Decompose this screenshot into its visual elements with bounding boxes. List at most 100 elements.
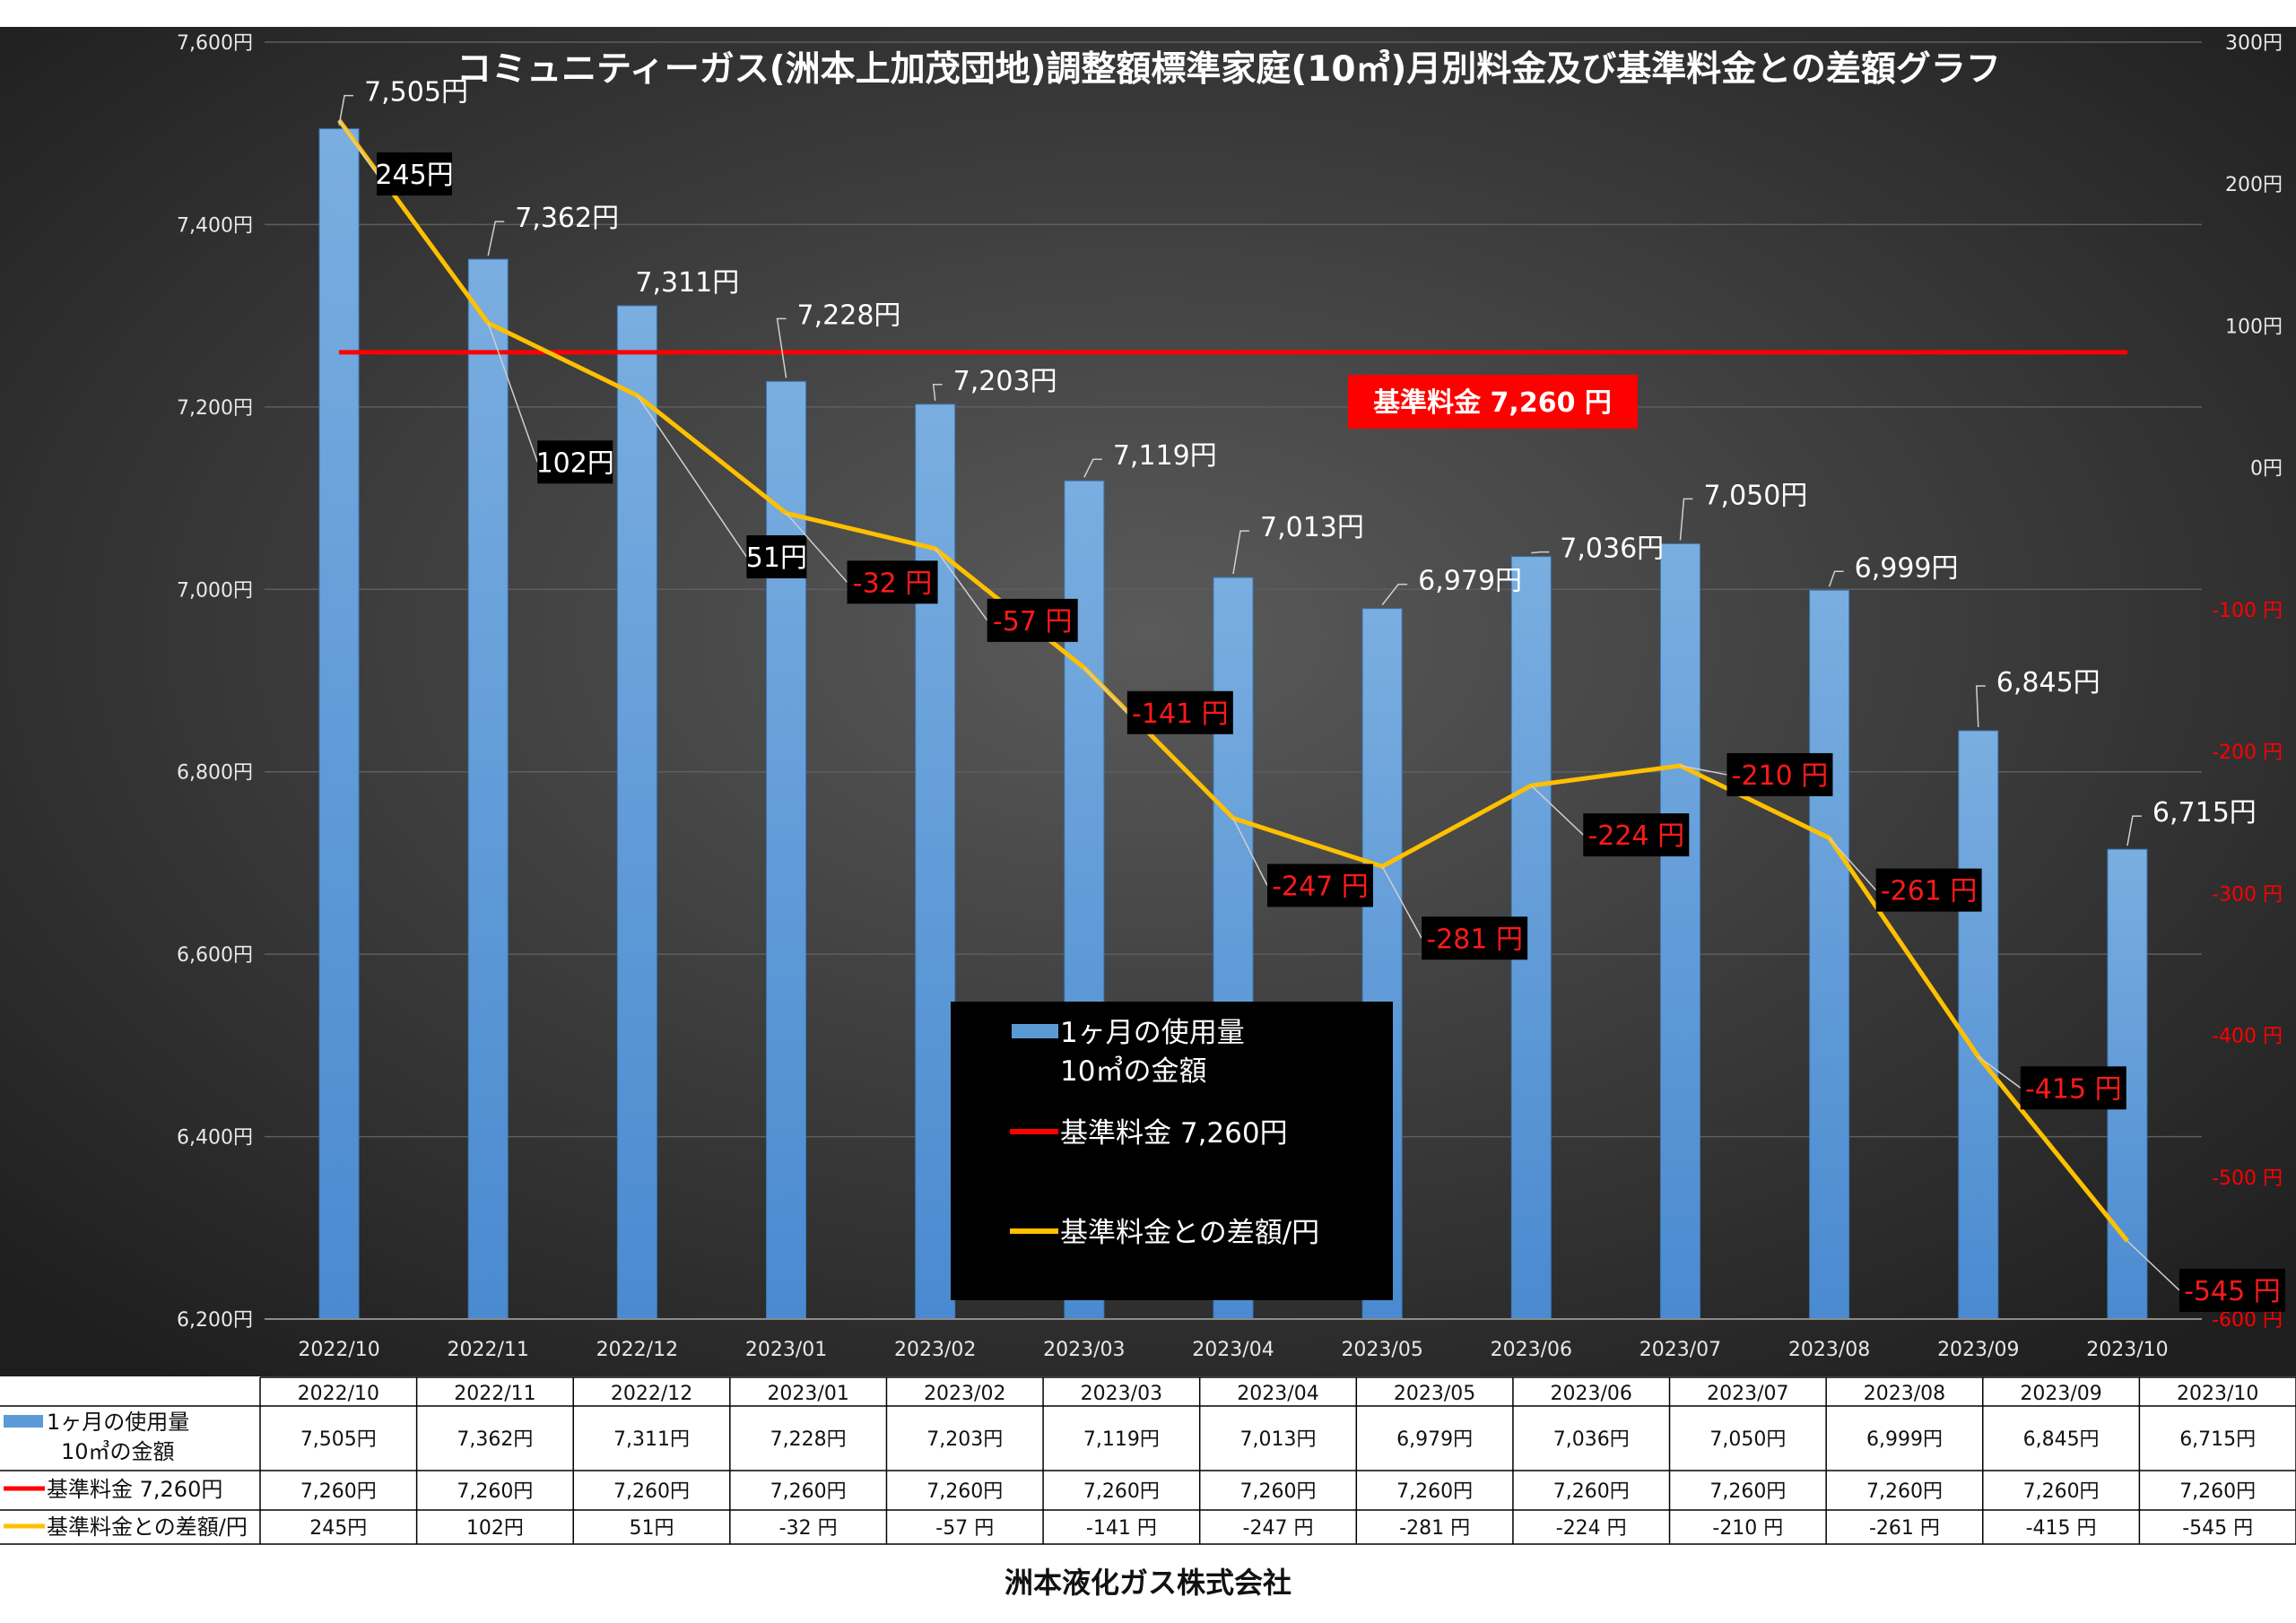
difference-label-leader — [1530, 785, 1584, 836]
bar — [1659, 542, 1700, 1320]
table-header-cell: 2023/04 — [1237, 1383, 1318, 1405]
table-cell: 7,505円 — [300, 1428, 377, 1451]
table-row-swatch — [4, 1415, 43, 1428]
bar — [766, 380, 807, 1320]
difference-value-label: -545 円 — [2184, 1276, 2281, 1307]
difference-value-label: -415 円 — [2025, 1073, 2122, 1105]
table-cell: 7,013円 — [1240, 1428, 1317, 1451]
difference-label-leader — [1680, 765, 1727, 776]
table-cell: 7,311円 — [613, 1428, 690, 1451]
table-header-cell: 2023/06 — [1551, 1383, 1632, 1405]
data-table: 2022/10 7,505円 7,260円 245円 2022/11 7,362円 7,26… — [0, 1376, 2296, 1545]
legend-label: 基準料金 7,260円 — [1060, 1117, 1288, 1150]
table-cell: 7,228円 — [770, 1428, 847, 1451]
difference-label-box — [2179, 1268, 2285, 1312]
right-tick-label: -100 円 — [2212, 600, 2283, 622]
bar-label-leader — [338, 94, 354, 126]
bar-label-leader — [1679, 498, 1693, 541]
table-header-cell: 2023/09 — [2020, 1383, 2101, 1405]
difference-label-box — [1422, 916, 1528, 960]
difference-label-leader — [1083, 667, 1128, 714]
difference-label-box — [1726, 752, 1833, 796]
table-cell: 7,260円 — [300, 1480, 377, 1503]
x-tick-label: 2022/10 — [298, 1339, 379, 1361]
bar-label-leader — [1828, 570, 1844, 587]
table-cell: 7,362円 — [457, 1428, 533, 1451]
difference-value-label: -261 円 — [1881, 876, 1978, 907]
bar-label-leader — [2126, 815, 2142, 846]
table-header-cell: 2023/03 — [1081, 1383, 1162, 1405]
table-cell: 7,260円 — [613, 1480, 690, 1503]
difference-value-label: -210 円 — [1732, 760, 1829, 792]
difference-value-label: 245円 — [375, 160, 453, 191]
table-cell: -545 円 — [2182, 1517, 2253, 1540]
table-cell: 7,119円 — [1083, 1428, 1160, 1451]
bar-value-label: 7,013円 — [1260, 512, 1364, 543]
table-cell: 7,260円 — [457, 1480, 533, 1503]
bar-value-label: 7,203円 — [953, 366, 1057, 397]
table-cell: -32 円 — [779, 1517, 838, 1540]
bar-label-leader — [776, 317, 787, 378]
x-tick-label: 2023/04 — [1192, 1339, 1274, 1361]
bar-label-leader — [487, 221, 505, 256]
difference-label-leader — [487, 323, 538, 463]
chart-title: コミュニティーガス(洲本上加茂団地)調整額標準家庭(10㎥)月別料金及び基準料金… — [457, 49, 2001, 90]
bar-value-label: 6,999円 — [1855, 552, 1959, 584]
bar — [616, 305, 657, 1320]
table-cell: 7,260円 — [1240, 1480, 1317, 1503]
bar-label-leader — [1232, 530, 1249, 575]
bar — [915, 404, 956, 1320]
right-tick-label: 300円 — [2225, 32, 2283, 55]
difference-label-box — [847, 560, 938, 604]
table-cell: 6,715円 — [2179, 1428, 2256, 1451]
right-tick-label: 200円 — [2225, 174, 2283, 196]
table-cell: -210 円 — [1712, 1517, 1783, 1540]
difference-value-label: -57 円 — [993, 606, 1073, 638]
bar-value-label: 7,036円 — [1560, 534, 1664, 565]
bar-label-leader — [1381, 583, 1408, 606]
x-tick-label: 2023/08 — [1788, 1339, 1870, 1361]
difference-label-leader — [1232, 818, 1268, 886]
table-cell: 7,260円 — [1083, 1480, 1160, 1503]
left-tick-label: 7,200円 — [177, 397, 253, 420]
right-tick-label: 0円 — [2250, 458, 2283, 481]
table-cell: 7,260円 — [1553, 1480, 1630, 1503]
table-row-label: 基準料金 7,260円 — [47, 1477, 222, 1502]
reference-line: 基準料金 7,260 円 — [339, 350, 2127, 429]
table-cell: -415 円 — [2026, 1517, 2097, 1540]
x-tick-label: 2023/05 — [1341, 1339, 1422, 1361]
table-cell: 7,050円 — [1709, 1428, 1786, 1451]
left-tick-label: 6,800円 — [177, 762, 253, 785]
difference-label-box — [1126, 690, 1233, 734]
table-cell: 7,260円 — [926, 1480, 1003, 1503]
table-header-cell: 2022/11 — [454, 1383, 535, 1405]
x-tick-label: 2023/06 — [1491, 1339, 1572, 1361]
bar-value-label: 7,228円 — [797, 299, 901, 331]
table-header-cell: 2023/08 — [1864, 1383, 1945, 1405]
bar-value-label: 7,311円 — [635, 267, 739, 299]
difference-value-label: -224 円 — [1587, 820, 1684, 852]
difference-label-box — [987, 598, 1078, 642]
x-tick-label: 2022/11 — [448, 1339, 529, 1361]
table-header-cell: 2023/02 — [924, 1383, 1005, 1405]
table-cell: 7,260円 — [2179, 1480, 2256, 1503]
table-cell: 7,260円 — [1396, 1480, 1473, 1503]
company-name: 洲本液化ガス株式会社 — [1004, 1566, 1292, 1600]
table-header-cell: 2022/10 — [298, 1383, 379, 1405]
left-tick-label: 7,000円 — [177, 579, 253, 602]
table-header-cell: 2023/07 — [1707, 1383, 1788, 1405]
table-cell: -224 円 — [1556, 1517, 1627, 1540]
table-row-label: 1ヶ月の使用量 — [47, 1410, 189, 1435]
legend-label: 基準料金との差額/円 — [1060, 1217, 1319, 1249]
table-row-label: 基準料金との差額/円 — [47, 1515, 248, 1540]
table-cell: 7,036円 — [1553, 1428, 1630, 1451]
difference-label-box — [1875, 868, 1982, 912]
table-cell: 7,260円 — [1709, 1480, 1786, 1503]
table-cell: -247 円 — [1243, 1517, 1314, 1540]
left-tick-label: 6,600円 — [177, 944, 253, 967]
table-cell: -141 円 — [1086, 1517, 1157, 1540]
x-tick-label: 2023/07 — [1639, 1339, 1721, 1361]
